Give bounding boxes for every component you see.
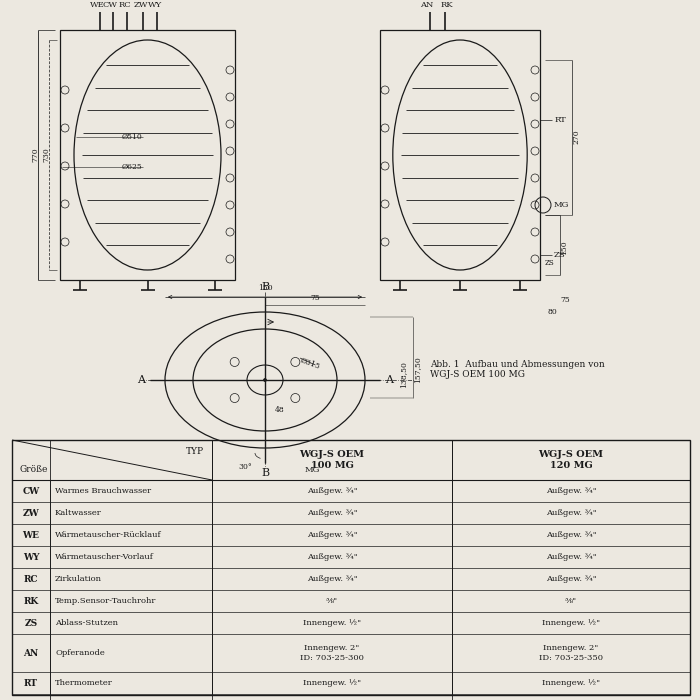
Text: Innengew. ½": Innengew. ½" xyxy=(303,679,361,687)
Text: 270: 270 xyxy=(572,130,580,144)
Text: 730: 730 xyxy=(42,148,50,162)
Text: ZS: ZS xyxy=(554,251,566,259)
Text: MG: MG xyxy=(554,201,569,209)
Text: Wärmetauscher-Vorlauf: Wärmetauscher-Vorlauf xyxy=(55,553,154,561)
Text: WGJ-S OEM
100 MG: WGJ-S OEM 100 MG xyxy=(300,450,365,470)
Text: A: A xyxy=(137,375,145,385)
Text: 770: 770 xyxy=(31,148,39,162)
Text: Ablass-Stutzen: Ablass-Stutzen xyxy=(55,619,118,627)
Text: ZS: ZS xyxy=(25,619,38,627)
Text: RC: RC xyxy=(119,1,132,9)
Text: ⅜": ⅜" xyxy=(326,597,338,605)
Text: MG: MG xyxy=(305,466,321,474)
Text: Zirkulation: Zirkulation xyxy=(55,575,102,583)
Text: Kaltwasser: Kaltwasser xyxy=(55,509,102,517)
Text: 150: 150 xyxy=(560,240,568,255)
Circle shape xyxy=(263,379,267,382)
Text: WGJ-S OEM
120 MG: WGJ-S OEM 120 MG xyxy=(538,450,603,470)
Text: ZW: ZW xyxy=(134,1,148,9)
Text: RK: RK xyxy=(441,1,454,9)
Text: Außgew. ¾": Außgew. ¾" xyxy=(307,553,358,561)
Text: Ø625: Ø625 xyxy=(122,163,143,171)
Text: 75: 75 xyxy=(310,294,320,302)
Text: Innengew. 2"
ID: 703-25-350: Innengew. 2" ID: 703-25-350 xyxy=(539,645,603,662)
Text: Temp.Sensor-Tauchrohr: Temp.Sensor-Tauchrohr xyxy=(55,597,156,605)
Bar xyxy=(380,30,540,280)
Text: Außgew. ¾": Außgew. ¾" xyxy=(307,531,358,539)
Text: Außgew. ¾": Außgew. ¾" xyxy=(545,509,596,517)
Text: Außgew. ¾": Außgew. ¾" xyxy=(545,553,596,561)
Text: WY: WY xyxy=(22,552,39,561)
Text: Innengew. ½": Innengew. ½" xyxy=(542,619,600,627)
Text: 80: 80 xyxy=(548,308,558,316)
Text: Außgew. ¾": Außgew. ¾" xyxy=(307,509,358,517)
Text: Außgew. ¾": Außgew. ¾" xyxy=(545,575,596,583)
Text: RT: RT xyxy=(555,116,567,124)
Text: AN: AN xyxy=(23,648,38,657)
Text: WE: WE xyxy=(90,1,104,9)
Text: Ø510: Ø510 xyxy=(122,133,143,141)
Text: 75: 75 xyxy=(560,296,570,304)
Text: Ø315: Ø315 xyxy=(300,356,321,371)
Text: RC: RC xyxy=(24,575,38,584)
Text: 138,50: 138,50 xyxy=(399,362,407,389)
Text: 150: 150 xyxy=(258,284,272,292)
Text: Innengew. 2"
ID: 703-25-300: Innengew. 2" ID: 703-25-300 xyxy=(300,645,364,662)
Text: B: B xyxy=(261,468,269,478)
Text: RK: RK xyxy=(23,596,38,606)
Text: Wärmetauscher-Rücklauf: Wärmetauscher-Rücklauf xyxy=(55,531,162,539)
Text: Thermometer: Thermometer xyxy=(55,679,113,687)
Text: Größe: Größe xyxy=(20,465,48,474)
Text: Warmes Brauchwasser: Warmes Brauchwasser xyxy=(55,487,151,495)
Text: ZS: ZS xyxy=(545,259,554,267)
Text: 157,50: 157,50 xyxy=(413,356,421,384)
Text: TYP: TYP xyxy=(186,447,204,456)
Text: 30°: 30° xyxy=(238,463,252,471)
Text: CW: CW xyxy=(22,486,40,496)
Text: B: B xyxy=(261,282,269,292)
Text: ZW: ZW xyxy=(22,508,39,517)
Text: Außgew. ¾": Außgew. ¾" xyxy=(307,487,358,495)
Text: Opferanode: Opferanode xyxy=(55,649,105,657)
Text: ⅜": ⅜" xyxy=(565,597,577,605)
Text: Innengew. ½": Innengew. ½" xyxy=(542,679,600,687)
Text: Außgew. ¾": Außgew. ¾" xyxy=(545,487,596,495)
Text: Innengew. ½": Innengew. ½" xyxy=(303,619,361,627)
Text: RT: RT xyxy=(24,678,38,687)
Text: CW: CW xyxy=(102,1,118,9)
Text: 48: 48 xyxy=(275,406,285,414)
Bar xyxy=(60,30,235,280)
Text: Abb. 1  Aufbau und Abmessungen von
WGJ-S OEM 100 MG: Abb. 1 Aufbau und Abmessungen von WGJ-S … xyxy=(430,360,605,379)
Bar xyxy=(12,440,690,695)
Text: WE: WE xyxy=(22,531,39,540)
Text: Außgew. ¾": Außgew. ¾" xyxy=(307,575,358,583)
Text: WY: WY xyxy=(148,1,162,9)
Text: Außgew. ¾": Außgew. ¾" xyxy=(545,531,596,539)
Text: A: A xyxy=(385,375,393,385)
Text: AN: AN xyxy=(420,1,434,9)
